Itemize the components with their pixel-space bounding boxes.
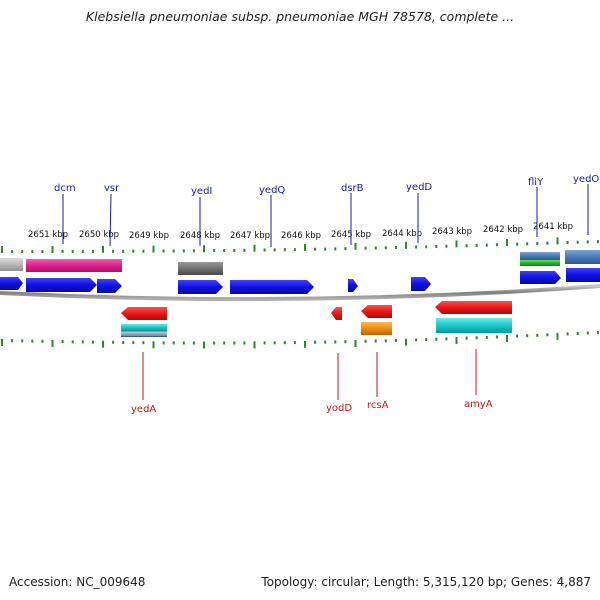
gene-label-yedA[interactable]: yedA bbox=[131, 404, 156, 415]
cds-arrow[interactable] bbox=[0, 277, 23, 290]
map-title: Klebsiella pneumoniae subsp. pneumoniae … bbox=[85, 9, 515, 24]
feature-block[interactable] bbox=[565, 250, 600, 264]
gene-label-dsrB[interactable]: dsrB bbox=[341, 183, 364, 194]
gene-label-yodD[interactable]: yodD bbox=[326, 403, 352, 414]
genome-backbone bbox=[0, 284, 600, 302]
feature-block[interactable] bbox=[436, 318, 512, 333]
scale-label: 2646 kbp bbox=[281, 231, 321, 241]
scale-label: 2641 kbp bbox=[533, 222, 573, 232]
scale-label: 2649 kbp bbox=[129, 231, 169, 241]
accession-text: Accession: NC_009648 bbox=[9, 575, 146, 589]
cds-arrow[interactable] bbox=[348, 279, 358, 292]
gene-label-dcm[interactable]: dcm bbox=[54, 183, 76, 194]
top-gene-leaders bbox=[62, 184, 589, 247]
cds-arrow[interactable] bbox=[520, 271, 561, 284]
outer-tick-row bbox=[1, 237, 599, 253]
cds-arrow[interactable] bbox=[178, 280, 223, 294]
feature-block[interactable] bbox=[520, 252, 560, 260]
scale-label: 2647 kbp bbox=[230, 231, 270, 241]
gene-label-fliY[interactable]: fliY bbox=[528, 177, 544, 188]
feature-block[interactable] bbox=[361, 322, 392, 335]
gene-label-yedD[interactable]: yedD bbox=[406, 182, 432, 193]
cds-arrow[interactable] bbox=[435, 301, 512, 314]
forward-strand-features bbox=[0, 250, 600, 294]
scale-label: 2643 kbp bbox=[432, 227, 472, 237]
cds-arrow[interactable] bbox=[331, 307, 342, 320]
cds-arrow[interactable] bbox=[566, 268, 600, 282]
gene-label-yedO[interactable]: yedO bbox=[573, 174, 599, 185]
cds-arrow[interactable] bbox=[26, 278, 97, 292]
gene-label-vsr[interactable]: vsr bbox=[104, 183, 120, 194]
leader-line bbox=[109, 193, 112, 247]
feature-block[interactable] bbox=[26, 259, 122, 272]
top-gene-labels: dcm vsr yedI yedQ dsrB yedD fliY yedO bbox=[54, 174, 599, 197]
feature-block[interactable] bbox=[0, 258, 23, 271]
bottom-gene-labels: yedA yodD rcsA amyA bbox=[131, 399, 493, 415]
scale-label: 2651 kbp bbox=[28, 230, 68, 240]
feature-block[interactable] bbox=[520, 260, 560, 266]
genome-stats-text: Topology: circular; Length: 5,315,120 bp… bbox=[261, 575, 591, 589]
gene-label-yedQ[interactable]: yedQ bbox=[259, 185, 285, 196]
reverse-strand-features bbox=[121, 301, 512, 337]
cds-arrow[interactable] bbox=[121, 307, 167, 320]
cds-arrow[interactable] bbox=[361, 305, 392, 318]
scale-label: 2642 kbp bbox=[483, 225, 523, 235]
cds-arrow[interactable] bbox=[230, 280, 314, 294]
scale-label: 2644 kbp bbox=[382, 229, 422, 239]
gene-label-amyA[interactable]: amyA bbox=[464, 399, 493, 410]
bottom-gene-leaders bbox=[142, 349, 477, 400]
feature-block bbox=[121, 332, 167, 336]
cds-arrow[interactable] bbox=[411, 277, 431, 291]
scale-label: 2650 kbp bbox=[79, 230, 119, 240]
gene-label-yedI[interactable]: yedI bbox=[191, 186, 212, 197]
feature-block[interactable] bbox=[121, 324, 167, 331]
cds-arrow[interactable] bbox=[97, 279, 122, 293]
gene-label-rcsA[interactable]: rcsA bbox=[367, 400, 389, 411]
inner-tick-row bbox=[1, 331, 599, 349]
feature-block[interactable] bbox=[178, 262, 223, 275]
